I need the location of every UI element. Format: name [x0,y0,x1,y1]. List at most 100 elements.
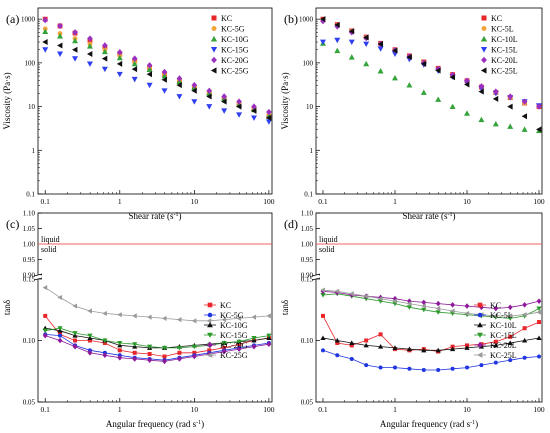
legend-entry: KC-25L [491,67,518,76]
data-point [206,104,213,110]
data-point [206,93,212,100]
data-point [450,346,456,352]
data-point [348,54,355,60]
series-KC-15G [42,47,272,125]
y-axis-label: Viscosity (Pa·s) [280,72,290,129]
y-axis-label: Viscosity (Pa·s) [2,72,12,129]
data-point [177,350,182,355]
data-point [435,96,442,102]
x-tick-label: 1 [118,197,122,206]
data-point [42,285,48,291]
y-tick-label: 0.95 [23,256,36,264]
data-point [464,303,470,309]
y-tick-label: 0.05 [301,399,314,407]
data-point [116,54,123,61]
data-point [57,42,63,49]
y-tick-label: 0.15 [23,276,36,284]
data-point [132,313,137,319]
series-line [322,337,540,351]
data-point [221,348,227,355]
data-point [266,313,271,319]
legend-entry: KC-15L [490,331,517,340]
data-point [392,298,397,304]
data-point [363,293,369,299]
data-point [391,47,398,54]
data-point [131,66,138,73]
panel-label: (a) [6,12,19,26]
data-point [251,343,257,350]
x-tick-label: 100 [263,197,275,206]
legend-marker [207,332,213,338]
annotation-liquid: liquid [41,235,60,244]
data-point [102,310,107,317]
x-tick-label: 0.1 [318,405,328,414]
data-point [117,348,122,353]
data-point [161,68,168,76]
data-point [449,103,456,109]
data-point [493,305,499,312]
data-point [236,339,242,345]
data-point [131,76,138,83]
axis-break-mark [311,277,321,281]
y-tick-label: 10 [306,103,314,111]
data-point [320,335,326,341]
data-point [464,110,471,116]
data-point [349,291,354,297]
data-point [478,116,485,123]
series-line [45,327,269,349]
data-point [334,47,341,54]
y-tick-label: 0.15 [301,276,314,284]
y-tick-label: 1.10 [301,210,314,218]
data-point [221,108,228,114]
legend-entry: KC-15G [221,46,249,55]
data-point [364,363,369,368]
data-point [507,93,514,100]
data-point [464,81,470,88]
data-point [177,356,182,362]
legend-marker [481,26,487,31]
data-point [251,115,258,121]
data-point [478,88,484,95]
data-point [334,288,340,294]
data-point [363,41,370,48]
data-point [236,346,242,352]
series-KC-25L [320,287,542,319]
data-point [435,347,441,353]
data-point [320,313,325,318]
data-point [222,345,227,350]
series-KC-20G [42,16,272,116]
plot-frame [37,7,273,195]
data-point [72,37,79,44]
data-point [508,334,513,339]
legend-entry: KC-5L [490,311,513,320]
panel-a: (a) 0.1 1 10 100 Shear rate (s-1) Viscosity (P… [2,7,275,221]
data-point [72,343,78,350]
data-point [42,16,49,24]
data-point [147,352,152,357]
data-point [162,354,167,359]
data-point [334,21,340,28]
legend-marker [477,341,483,349]
data-point [132,350,137,355]
data-point [392,345,398,350]
legend-entry: KC [490,301,501,310]
legend-entry: KC [491,14,502,23]
data-point [236,103,242,110]
series-line [322,289,540,317]
y-tick-label: 1 [310,147,314,155]
data-point [420,60,427,67]
data-point [521,126,528,132]
data-point [251,314,257,320]
data-point [191,353,197,360]
data-point [131,55,138,62]
data-point [320,287,325,293]
plot-frame [315,7,543,195]
data-point [537,320,542,325]
series-KC-25L [319,16,542,133]
data-point [536,306,542,312]
legend-entry: KC-25G [221,67,249,76]
data-point [364,338,369,343]
data-point [450,302,456,308]
data-point [221,98,227,105]
data-point [492,120,499,127]
